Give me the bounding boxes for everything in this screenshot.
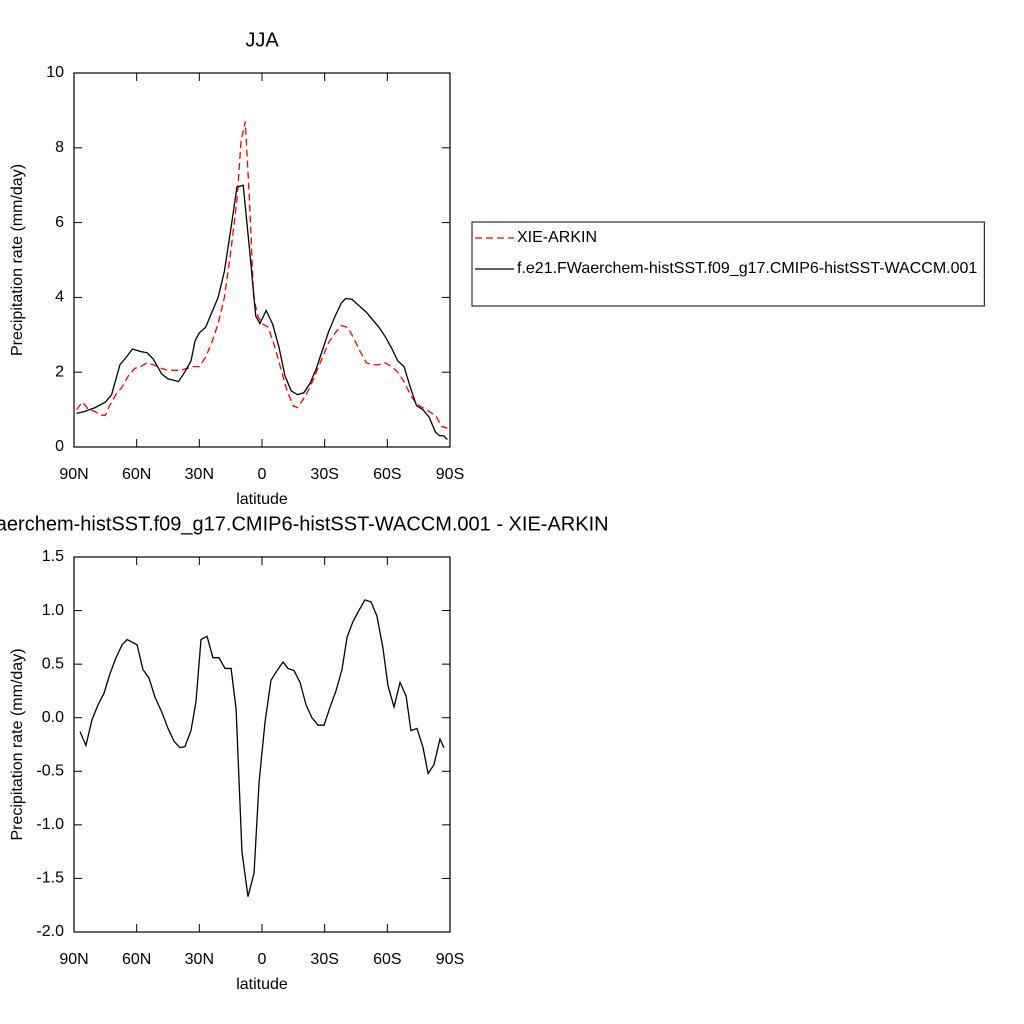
y-tick-label: 2 [55, 363, 64, 380]
y-tick-label: 8 [55, 139, 64, 156]
x-tick-label: 60N [122, 466, 151, 483]
data-line [76, 184, 448, 440]
y-tick-label: -2.0 [36, 923, 64, 940]
y-tick-label: -1.5 [36, 870, 64, 887]
data-line [79, 599, 445, 897]
plot-frame [73, 556, 451, 933]
y-tick-label: 6 [55, 214, 64, 231]
y-axis-label: Precipitation rate (mm/day) [9, 648, 26, 840]
y-tick-label: 0 [55, 438, 64, 455]
x-tick-label: 90N [59, 951, 88, 968]
legend-label: f.e21.FWaerchem-histSST.f09_g17.CMIP6-hi… [517, 260, 977, 277]
x-tick-label: 60N [122, 951, 151, 968]
x-tick-label: 90N [59, 466, 88, 483]
y-tick-label: 0.5 [42, 655, 64, 672]
y-tick-label: 4 [55, 289, 64, 306]
y-tick-label: 0.0 [42, 709, 64, 726]
x-axis-label: latitude [236, 976, 288, 993]
y-axis-label: Precipitation rate (mm/day) [9, 164, 26, 356]
x-tick-label: 30S [310, 466, 338, 483]
legend: XIE-ARKIN f.e21.FWaerchem-histSST.f09_g17… [471, 221, 985, 307]
legend-label: XIE-ARKIN [517, 229, 597, 246]
x-tick-label: 0 [258, 466, 267, 483]
x-axis-label: latitude [236, 491, 288, 508]
x-tick-label: 60S [373, 466, 401, 483]
y-tick-label: -1.0 [36, 816, 64, 833]
plot-frame [73, 72, 451, 448]
x-tick-label: 30N [185, 951, 214, 968]
chart-title: JJA [245, 29, 279, 51]
y-tick-label: 10 [46, 64, 64, 81]
y-tick-label: 1.5 [42, 548, 64, 565]
y-tick-label: 1.0 [42, 602, 64, 619]
x-tick-label: 90S [436, 466, 464, 483]
data-line [76, 121, 448, 429]
x-tick-label: 30N [185, 466, 214, 483]
y-tick-label: -0.5 [36, 763, 64, 780]
x-tick-label: 60S [373, 951, 401, 968]
x-tick-label: 0 [258, 951, 267, 968]
chart-title: f.e21.FWaerchem-histSST.f09_g17.CMIP6-hi… [0, 513, 609, 535]
legend-frame [471, 221, 985, 307]
x-tick-label: 90S [436, 951, 464, 968]
x-tick-label: 30S [310, 951, 338, 968]
